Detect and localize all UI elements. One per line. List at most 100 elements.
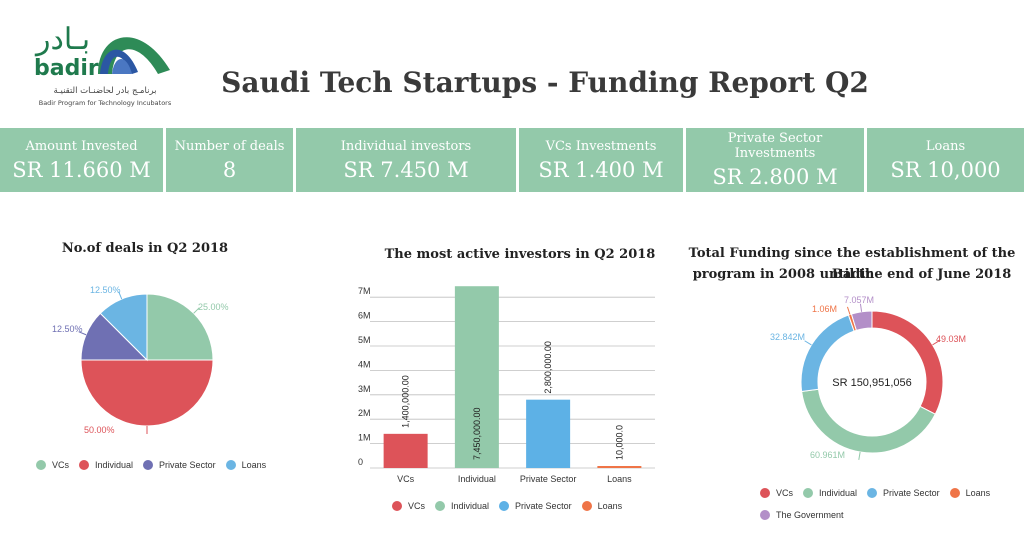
y-tick-label: 2M [358,408,371,418]
logo-arabic-word: بـادر [36,22,91,57]
investors-bar-chart: 0 1M 2M 3M 4M 5M 6M 7M VCs 1,400,000.00 Individual… [358,286,655,484]
legend-item-private-sector[interactable]: Private Sector [143,454,216,476]
legend-swatch [392,501,402,511]
legend-label: Loans [597,501,623,511]
y-tick-label: 0 [358,457,363,467]
kpi-individual-investors: Individual investors SR 7.450 M [296,128,516,192]
donut-leader-line [859,303,863,312]
badir-arc-icon [98,37,170,74]
legend-swatch [760,488,770,498]
donut-slice-label: 32.842M [770,332,805,342]
legend-swatch [499,501,510,511]
legend-swatch [581,501,592,511]
legend-item-the-government[interactable]: The Government [760,504,844,526]
kpi-value: SR 7.450 M [343,157,469,182]
kpi-label: Loans [925,138,966,154]
legend-swatch [143,460,154,470]
bar-chart-title: The most active investors in Q2 2018 [384,247,656,262]
legend-item-private-sector[interactable]: Private Sector [867,482,940,504]
bar-data-label: 1,400,000.00 [401,375,411,428]
x-tick-label: Loans [607,474,632,484]
logo-english-subtitle: Badir Program for Technology Incubators [38,99,172,107]
donut-slice-label: 7.057M [844,295,874,305]
legend-item-vcs[interactable]: VCs [392,495,425,517]
legend-item-loans[interactable]: Loans [949,482,990,504]
legend-label: Private Sector [883,488,940,498]
kpi-value: SR 1.400 M [538,157,664,182]
legend-swatch [760,510,770,520]
donut-slice-label: 49.03M [936,334,966,344]
pie-slice-label: 12.50% [90,285,121,295]
pie-leader-line [78,331,87,336]
kpi-strip: Amount Invested SR 11.660 M Number of de… [0,128,1024,192]
bar-chart-legend: VCs Individual Private Sector Loans [392,495,692,517]
x-tick-label: VCs [397,474,415,484]
donut-leader-line [804,340,812,346]
bar-data-label: 10,000.0 [614,425,624,460]
bar-individual[interactable] [454,286,499,468]
donut-leader-line [932,340,940,346]
deals-pie-chart: 25.00% 50.00% 12.50% 12.50% [52,285,229,435]
legend-label: Individual [819,488,858,498]
legend-label: Private Sector [159,460,216,470]
legend-item-loans[interactable]: Loans [581,495,623,517]
legend-swatch [225,460,236,470]
legend-item-private-sector[interactable]: Private Sector [499,495,572,517]
kpi-loans: Loans SR 10,000 [867,128,1024,192]
legend-label: Private Sector [515,501,572,511]
donut-slice-individual[interactable] [801,388,936,454]
logo-english-word: badir [34,56,99,81]
badir-logo: بـادر badir برنامـج بادر لحاضنـات التقني… [20,12,180,112]
legend-label: The Government [776,510,844,520]
kpi-private-sector-investments: Private Sector Investments SR 2.800 M [686,128,864,192]
legend-item-vcs[interactable]: VCs [760,482,793,504]
legend-label: Individual [451,501,490,511]
donut-center-label: SR 150,951,056 [832,377,912,389]
logo-arabic-subtitle: برنامـج بادر لحاضنـات التقنيـة [53,86,157,96]
legend-swatch [949,488,960,498]
kpi-vcs-investments: VCs Investments SR 1.400 M [519,128,683,192]
y-tick-label: 3M [358,384,371,394]
pie-slice-label: 12.50% [52,324,83,334]
donut-title-line2: program in 2008 until the end of June 20… [692,267,1012,282]
pie-slice-vcs[interactable] [146,293,214,361]
legend-label: VCs [408,501,426,511]
donut-leader-line [858,451,861,460]
pie-slice-loans[interactable] [99,293,148,362]
kpi-label: Number of deals [174,138,285,154]
x-tick-label: Individual [458,474,496,484]
legend-item-vcs[interactable]: VCs [36,454,69,476]
legend-item-individual[interactable]: Individual [79,454,133,476]
legend-item-individual[interactable]: Individual [435,495,489,517]
page-title: Saudi Tech Startups - Funding Report Q2 [221,66,869,99]
kpi-label: VCs Investments [545,138,657,154]
donut-slice-vcs[interactable] [871,310,944,415]
legend-label: VCs [776,488,794,498]
pie-leader-line [118,291,123,300]
donut-slice-label: 1.06M [812,304,837,314]
bar-private-sector[interactable] [526,399,571,468]
bar-data-label: 2,800,000.00 [543,341,553,394]
donut-slice-the-government[interactable] [850,310,873,331]
deals-pie-legend: VCs Individual Private Sector Loans [36,454,296,476]
kpi-label: Individual investors [340,138,472,154]
legend-item-individual[interactable]: Individual [803,482,857,504]
y-tick-label: 1M [358,433,371,443]
legend-swatch [79,460,90,470]
bar-vcs[interactable] [383,433,428,468]
kpi-number-of-deals: Number of deals 8 [166,128,293,192]
x-tick-label: Private Sector [520,474,577,484]
y-tick-label: 7M [358,286,371,296]
bar-loans[interactable] [597,466,642,468]
kpi-value: SR 11.660 M [12,157,151,182]
legend-swatch [36,460,46,470]
kpi-amount-invested: Amount Invested SR 11.660 M [0,128,163,192]
legend-item-loans[interactable]: Loans [225,454,266,476]
pie-slice-individual[interactable] [80,359,214,427]
y-tick-label: 4M [358,359,371,369]
bar-data-label: 7,450,000.00 [472,407,482,460]
legend-swatch [803,488,814,498]
total-funding-donut-chart: 49.03M 60.961M 32.842M 1.06M 7.057M SR 150,95… [770,295,966,460]
kpi-value: SR 2.800 M [712,165,838,189]
kpi-value: 8 [222,157,237,182]
